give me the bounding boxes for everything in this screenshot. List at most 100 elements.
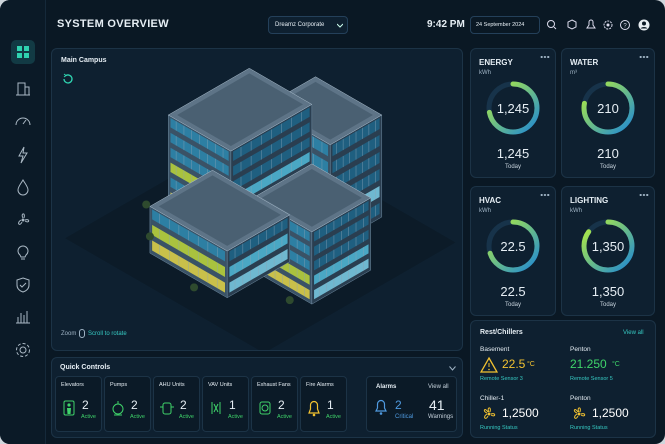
tree [142,200,151,209]
control-card[interactable] [251,376,298,432]
nav-icon[interactable] [11,110,35,134]
sensor-note: Running Status [480,425,518,431]
control-card[interactable] [153,376,200,432]
nav-icon[interactable] [11,273,35,297]
more-menu[interactable] [540,192,550,198]
gauge-value: 22.5 [500,239,526,254]
rotate-icon[interactable] [62,73,74,85]
sensor-note: Remote Sensor 3 [480,376,523,382]
alarms-card[interactable]: Alarms View all 2 Critical 41 Warnings [366,376,457,432]
sensor-value: 1,2500 [502,406,539,420]
meter-unit: kWh [479,70,491,76]
clock: 9:42 PM [427,19,465,30]
sensor-icon [483,407,496,419]
control-count: 2 [131,398,138,412]
sensor-name: Penton [570,395,591,402]
nav-icon[interactable] [11,40,35,64]
building-face [261,168,362,227]
meter-card[interactable] [561,48,655,178]
chevron [337,23,343,28]
meter-total: 22.5 [500,284,526,299]
view-all[interactable]: View all [428,384,449,390]
control-count: 2 [180,398,187,412]
control-status: Active [228,414,243,420]
meter-card[interactable] [561,186,655,316]
control-status: Active [179,414,194,420]
tree [285,296,294,305]
sensor-value: 22.5 [502,357,526,371]
control-icon [112,401,124,416]
mouse-icon [79,329,85,338]
sensor-note: Remote Sensor 5 [570,376,613,382]
control-status: Active [130,414,145,420]
control-label: AHU Units [159,382,185,388]
view-all[interactable]: View all [623,330,644,336]
panel-title: Main Campus [61,57,107,64]
gauge-ring [486,219,540,273]
control-status: Active [81,414,96,420]
sensor-name: Penton [570,346,591,353]
meter-period: Today [504,302,521,308]
sensor-name: Basement [480,346,510,353]
control-label: Fire Alarms [306,382,334,388]
date-box[interactable]: 24 September 2024 [470,16,540,34]
panel-title: Quick Controls [60,364,111,371]
control-card[interactable] [202,376,249,432]
chillers-panel: Rest/Chillers View all [470,320,656,438]
sensor-icon [573,407,586,419]
meter-label: WATER [570,58,599,67]
nav-icon[interactable] [11,143,35,167]
control-label: VAV Units [208,382,233,388]
campus-panel: Main Campus Zoom Scroll to rotate [51,48,463,351]
meter-label: LIGHTING [570,196,609,205]
gauge-value: 1,350 [591,239,625,254]
meter-period: Today [504,164,521,170]
control-icon [211,402,221,414]
meter-card[interactable] [470,48,556,178]
nav-icon[interactable] [11,240,35,264]
meter-unit: m³ [570,70,577,76]
building-face [177,73,304,147]
control-count: 1 [327,398,334,412]
meter-label: HVAC [479,196,502,205]
nav-icon[interactable] [11,338,35,362]
control-label: Elevators [61,382,84,388]
site-select[interactable]: Dreamz Corporate [268,16,348,34]
building-face [158,175,281,246]
rotate-hint: Scroll to rotate [88,331,127,337]
collapse-icon[interactable] [449,366,456,371]
svg-text:?: ? [623,24,627,30]
sensor-name: Chiller-1 [480,395,505,402]
nav-icon[interactable] [11,175,35,199]
warnings-label: Warnings [428,414,454,420]
header-icons[interactable]: ? [544,18,659,32]
control-card[interactable] [55,376,102,432]
more-menu[interactable] [639,54,649,60]
control-card[interactable] [104,376,151,432]
meter-unit: kWh [570,208,582,214]
sensor-unit: °C [527,361,535,368]
nav-icon[interactable] [11,77,35,101]
critical-count: 2 [395,398,402,412]
control-icon [308,400,320,417]
control-card[interactable] [300,376,347,432]
meter-period: Today [599,164,616,170]
sensor-value: 21.250 [570,357,607,371]
page-title: SYSTEM OVERVIEW [57,18,169,30]
control-count: 2 [82,398,89,412]
nav-icon[interactable] [11,208,35,232]
meter-period: Today [599,302,616,308]
meter-total: 1,245 [496,146,530,161]
nav-icon[interactable] [11,305,35,329]
panel-title: Rest/Chillers [480,329,523,336]
bell-icon [375,399,387,415]
gauge-ring [581,81,635,135]
meter-card[interactable] [470,186,556,316]
more-menu[interactable] [540,54,550,60]
control-icon [63,400,75,416]
more-menu[interactable] [639,192,649,198]
zoom-label: Zoom [61,331,77,337]
warnings-count: 41 [429,397,445,413]
building-model[interactable] [52,49,462,350]
